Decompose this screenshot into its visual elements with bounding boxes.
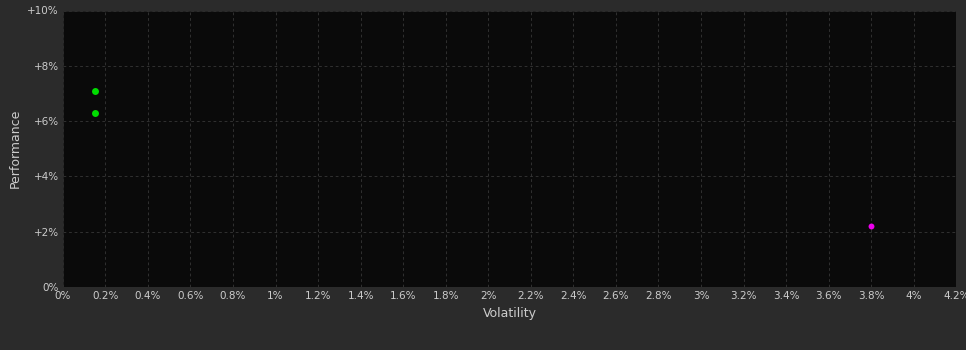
Point [87,88,102,93]
X-axis label: Volatility: Volatility [483,307,536,320]
Point [864,223,879,229]
Point [87,110,102,116]
Y-axis label: Performance: Performance [9,109,21,188]
